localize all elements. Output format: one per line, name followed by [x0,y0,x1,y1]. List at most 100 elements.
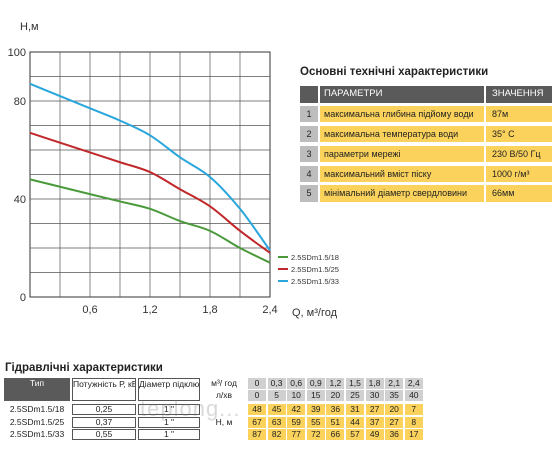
legend-label: 2.5SDm1.5/25 [291,265,339,274]
params-row-value: 35° С [486,125,552,143]
hyd-row-h-value: 27 [385,416,404,428]
params-table: ПАРАМЕТРИ ЗНАЧЕННЯ 1 максимальна глибина … [300,86,552,205]
hyd-q-m3-value: 0,9 [306,378,325,389]
hyd-q-m3-value: 1,2 [326,378,345,389]
pump-curve-chart: 0,6 1,2 1,8 2,4 0 40 80 100 H,м Q, м³/год 2.5SD… [8,21,339,319]
hyd-row-power: 0,55 [72,429,136,440]
hyd-q-m3-value: 0,3 [267,378,286,389]
hyd-row-h-value: 17 [404,429,423,440]
legend-label: 2.5SDm1.5/18 [291,253,339,262]
params-row-num: 5 [300,185,318,202]
params-row-name: максимальна температура води [320,125,484,143]
hyd-row-h-value: 31 [346,404,364,415]
hyd-row-type: 2.5SDm1.5/18 [4,404,70,415]
hyd-row-h-value: 36 [326,404,345,415]
hyd-row-diameter: 1 " [138,416,200,428]
params-row: 5 мінімальний діаметр свердловини 66мм [300,185,552,202]
hyd-row-power: 0,25 [72,404,136,415]
hyd-row-type: 2.5SDm1.5/25 [4,416,70,428]
y-tick-label: 80 [14,96,26,108]
params-row-value: 1000 г/м³ [486,165,552,183]
chart-grid [29,51,271,298]
hyd-q-lmin-value: 0 [248,390,266,401]
hyd-row-h-value: 87 [248,429,266,440]
hyd-row-h-value: 66 [326,429,345,440]
y-tick-label: 0 [20,292,26,304]
hyd-q-m3-value: 2,4 [404,378,423,389]
hyd-row-h-value: 55 [306,416,325,428]
hyd-header-power: Потужність Р, кВт [72,378,136,401]
hyd-row-power: 0,37 [72,416,136,428]
chart-legend: 2.5SDm1.5/18 2.5SDm1.5/25 2.5SDm1.5/33 [278,253,339,286]
hyd-row-diameter: 1 " [138,429,200,440]
params-row-value: 66мм [486,185,552,202]
hyd-row-h-value: 82 [267,429,286,440]
params-title: Основні технічні характеристики [300,66,489,78]
hyd-q-m3-value: 0,6 [287,378,306,389]
chart-tick-labels: 0,6 1,2 1,8 2,4 0 40 80 100 [8,47,278,316]
hyd-row-h-value: 44 [346,416,364,428]
params-row-num: 4 [300,165,318,183]
hyd-row-h-value: 72 [306,429,325,440]
x-axis-label: Q, м³/год [292,307,338,319]
params-row-num: 3 [300,145,318,163]
hyd-q-lmin-value: 15 [306,390,325,401]
params-row: 3 параметри мережі 230 В/50 Гц [300,145,552,163]
params-row-name: максимальна глибина підйому води [320,105,484,123]
hyd-row-h-value: 39 [306,404,325,415]
y-tick-label: 40 [14,194,26,206]
hydraulic-title: Гідравлічні характеристики [5,362,163,374]
params-header-name: ПАРАМЕТРИ [320,86,484,103]
hyd-header-q-lmin: л/хв [202,390,246,401]
y-tick-label: 100 [8,47,26,59]
hyd-q-lmin-value: 35 [385,390,404,401]
hyd-row-h-value: 36 [385,429,404,440]
hyd-h-label: Н, м [202,404,246,440]
hyd-row-h-value: 57 [346,429,364,440]
params-row-name: максимальний вміст піску [320,165,484,183]
hyd-row-h-value: 42 [287,404,306,415]
hyd-row-diameter: 1 " [138,404,200,415]
params-row-name: параметри мережі [320,145,484,163]
params-header-num [300,86,318,103]
hyd-row-h-value: 67 [248,416,266,428]
params-row-value: 230 В/50 Гц [486,145,552,163]
hyd-row-h-value: 63 [267,416,286,428]
series-line [29,82,271,252]
hyd-header-type: Тип [4,378,70,401]
x-tick-label: 1,8 [202,304,217,316]
hyd-row-h-value: 49 [365,429,384,440]
hyd-row-h-value: 37 [365,416,384,428]
hyd-header-diameter: Діаметр підключення [138,378,200,401]
hyd-row-h-value: 48 [248,404,266,415]
series-line [29,131,271,254]
series-line [29,178,271,264]
hyd-q-lmin-value: 40 [404,390,423,401]
hyd-q-m3-value: 1,5 [346,378,364,389]
params-row-name: мінімальний діаметр свердловини [320,185,484,202]
hyd-q-m3-value: 0 [248,378,266,389]
hyd-q-lmin-value: 25 [346,390,364,401]
params-row: 4 максимальний вміст піску 1000 г/м³ [300,165,552,183]
x-tick-label: 1,2 [142,304,157,316]
hyd-q-lmin-value: 5 [267,390,286,401]
hyd-row-h-value: 8 [404,416,423,428]
params-row-num: 2 [300,125,318,143]
params-row: 1 максимальна глибина підйому води 87м [300,105,552,123]
hyd-q-m3-value: 1,8 [365,378,384,389]
hyd-row-h-value: 7 [404,404,423,415]
hyd-q-lmin-value: 10 [287,390,306,401]
chart-curves [29,82,271,264]
hyd-row-h-value: 20 [385,404,404,415]
params-row: 2 максимальна температура води 35° С [300,125,552,143]
hyd-q-m3-value: 2,1 [385,378,404,389]
hyd-header-q-m3: м³/ год [202,378,246,389]
hyd-row-h-value: 59 [287,416,306,428]
hyd-row-h-value: 27 [365,404,384,415]
x-tick-label: 2,4 [262,304,277,316]
hyd-row-h-value: 51 [326,416,345,428]
x-tick-label: 0,6 [82,304,97,316]
hyd-row-h-value: 77 [287,429,306,440]
hyd-q-lmin-value: 20 [326,390,345,401]
params-row-num: 1 [300,105,318,123]
